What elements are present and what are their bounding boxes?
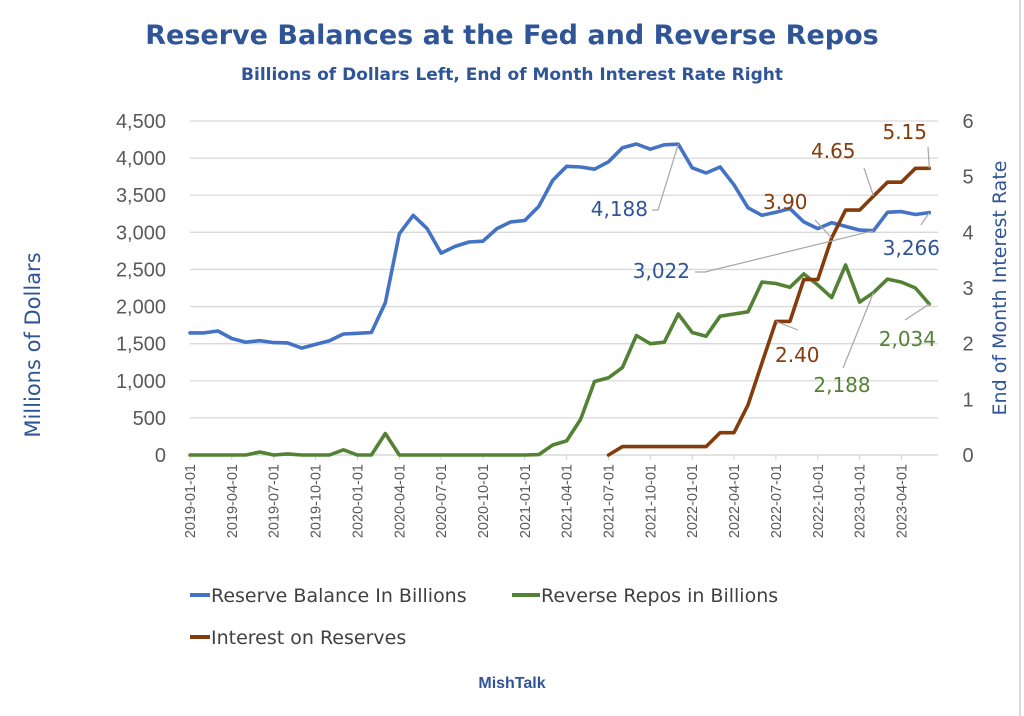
y2-tick-label: 6 [962,111,973,133]
x-tick-label: 2019-10-01 [309,464,325,538]
y-tick-label: 4,500 [116,111,166,133]
y2-tick-label: 4 [962,222,973,244]
x-tick-label: 2019-01-01 [183,464,199,538]
x-tick-label: 2019-07-01 [267,464,283,538]
data-labels: 4,188 3,022 3,266 2,188 2,034 2.40 3.90 4.65 5.1… [591,120,940,397]
data-label-leader [775,320,799,331]
data-label-leader [842,292,875,369]
data-label: 3,266 [883,236,940,260]
legend-item-reserve-balance[interactable]: Reserve Balance In Billions [190,585,467,607]
data-label: 3.90 [763,190,808,214]
data-label-leader [695,230,874,273]
series-lines [188,142,932,457]
footer-brand: MishTalk [478,675,545,692]
chart-right-border [1019,0,1021,716]
legend-item-interest-on-reserves[interactable]: Interest on Reserves [190,627,406,649]
interest-on-reserves-line [606,166,932,457]
x-tick-label: 2022-07-01 [769,464,785,538]
x-tick-label: 2021-10-01 [643,464,659,538]
x-tick-label: 2020-01-01 [350,464,366,538]
data-label-leader [863,167,875,197]
y2-tick-label: 1 [962,389,973,411]
data-label-leader [904,303,930,321]
y-tick-label: 1,500 [116,334,166,356]
chart-title: Reserve Balances at the Fed and Reverse … [145,20,878,51]
x-tick-label: 2021-01-01 [518,464,534,538]
y-tick-label: 3,500 [116,185,166,207]
x-tick-label: 2020-10-01 [476,464,492,538]
gridlines [190,120,938,456]
legend-label-reserve-balance: Reserve Balance In Billions [211,585,467,607]
y-tick-label: 3,000 [116,222,166,244]
x-tick-label: 2019-04-01 [225,464,241,538]
legend: Reserve Balance In Billions Reverse Repo… [190,585,778,649]
x-tick-label: 2023-04-01 [894,464,910,538]
chart-subtitle: Billions of Dollars Left, End of Month I… [241,65,783,85]
data-label: 5.15 [882,120,927,144]
y2-tick-label: 0 [962,445,973,467]
y-axis-left-ticks: 0 500 1,000 1,500 2,000 2,500 3,000 3,500 4,000 4… [116,111,166,467]
x-tick-label: 2022-04-01 [727,464,743,538]
y-tick-label: 2,000 [116,297,166,319]
y2-tick-label: 2 [962,334,973,356]
data-label-leader [814,219,833,239]
data-label-leader [652,144,679,211]
data-label: 2.40 [775,343,820,367]
data-label: 2,188 [813,373,870,397]
x-tick-label: 2023-01-01 [853,464,869,538]
y-tick-label: 500 [133,408,166,430]
reserve-balance-line [188,142,932,350]
y-tick-label: 1,000 [116,371,166,393]
x-axis-ticks: 2019-01-01 2019-04-01 2019-07-01 2019-10-01… [183,455,910,538]
y-axis-right-title: End of Month Interest Rate [989,161,1011,416]
x-tick-label: 2021-07-01 [602,464,618,538]
reverse-repos-line [188,263,932,457]
y2-tick-label: 5 [962,167,973,189]
data-label-leader [920,212,930,226]
legend-item-reverse-repos[interactable]: Reverse Repos in Billions [512,585,778,607]
legend-label-interest-on-reserves: Interest on Reserves [211,627,406,649]
y2-tick-label: 3 [962,278,973,300]
x-tick-label: 2021-04-01 [560,464,576,538]
data-label: 4,188 [591,197,648,221]
y-tick-label: 0 [155,445,166,467]
data-label: 4.65 [811,139,856,163]
x-tick-label: 2022-01-01 [685,464,701,538]
legend-label-reverse-repos: Reverse Repos in Billions [541,585,778,607]
data-label: 3,022 [633,259,690,283]
y-tick-label: 4,000 [116,148,166,170]
data-label: 2,034 [879,327,936,351]
y-axis-left-title: Millions of Dollars [21,252,45,437]
y-axis-right-ticks: 0 1 2 3 4 5 6 [962,111,973,467]
x-tick-label: 2020-04-01 [392,464,408,538]
y-tick-label: 2,500 [116,259,166,281]
data-label-leader [927,146,930,169]
x-tick-label: 2022-10-01 [811,464,827,538]
x-tick-label: 2020-07-01 [434,464,450,538]
